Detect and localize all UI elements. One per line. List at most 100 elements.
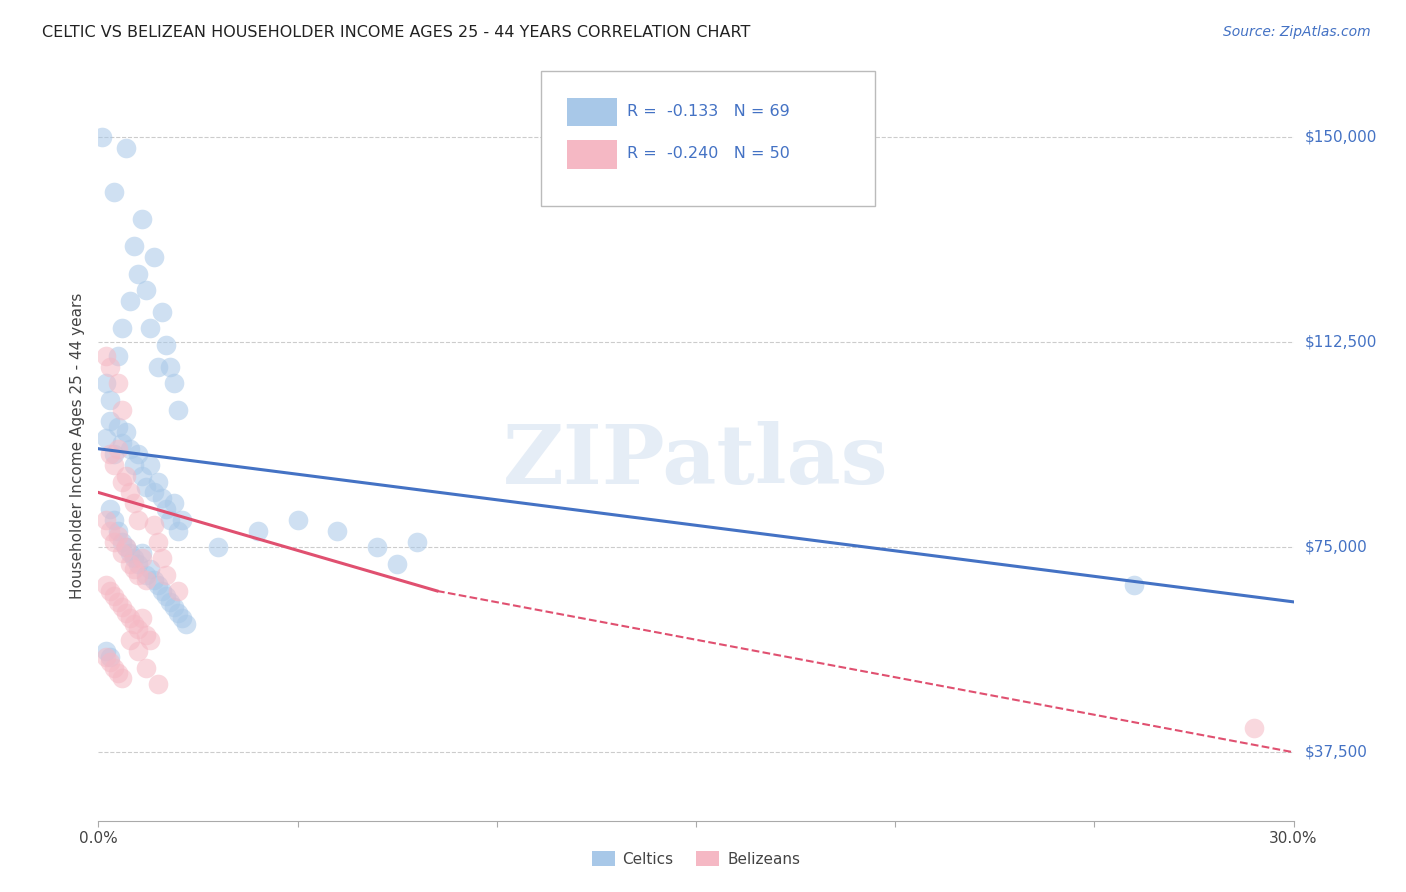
Point [148,677,170,691]
Text: Source: ZipAtlas.com: Source: ZipAtlas.com [1223,25,1371,39]
Point [127,447,149,461]
Text: $75,000: $75,000 [1305,540,1368,555]
Point [103,590,125,604]
Point [127,644,149,658]
Point [120,557,142,571]
Point [103,447,125,461]
Point [111,436,134,450]
Y-axis label: Householder Income Ages 25 - 44 years: Householder Income Ages 25 - 44 years [70,293,86,599]
Point [163,496,186,510]
Point [115,141,138,155]
Point [207,540,229,554]
Point [150,551,173,566]
Point [107,376,129,390]
Point [167,583,190,598]
Point [115,540,138,554]
Point [120,546,142,560]
Point [107,442,129,456]
Point [385,557,409,571]
Point [131,551,153,566]
Point [103,534,125,549]
Point [155,590,177,604]
Point [172,611,194,625]
Point [103,513,125,527]
Point [1243,721,1265,735]
Point [115,425,138,440]
Point [406,534,429,549]
Point [107,524,129,538]
Point [148,475,170,489]
Point [139,562,162,576]
Point [111,546,134,560]
Point [139,633,162,648]
Point [150,583,173,598]
Point [111,672,134,686]
Point [120,611,142,625]
Point [111,600,134,615]
Text: R =  -0.240   N = 50: R = -0.240 N = 50 [627,146,790,161]
Point [120,294,142,309]
Point [148,359,170,374]
Point [127,557,149,571]
Point [127,267,149,281]
Point [139,458,162,472]
Point [98,583,122,598]
Point [143,573,166,587]
Point [163,376,186,390]
Point [127,513,149,527]
Point [124,239,146,253]
Point [115,469,138,483]
Point [246,524,269,538]
FancyBboxPatch shape [541,71,876,206]
Point [150,491,173,505]
Point [111,534,134,549]
Point [135,628,157,642]
Point [135,573,157,587]
Point [96,513,118,527]
Point [326,524,349,538]
Point [107,595,129,609]
Point [124,562,146,576]
Bar [567,97,617,126]
Point [148,534,170,549]
Point [131,212,153,227]
Text: $37,500: $37,500 [1305,745,1368,760]
Point [127,567,149,582]
Point [107,665,129,680]
Text: $150,000: $150,000 [1305,129,1376,145]
Point [98,359,122,374]
Point [98,649,122,664]
Point [115,540,138,554]
Text: R =  -0.133   N = 69: R = -0.133 N = 69 [627,103,789,119]
Point [167,606,190,620]
Legend: Celtics, Belizeans: Celtics, Belizeans [586,846,806,873]
Point [98,392,122,407]
Point [159,359,181,374]
Bar [567,140,617,169]
Point [98,414,122,428]
Point [107,529,129,543]
Point [159,595,181,609]
Point [167,403,190,417]
Point [135,283,157,297]
Point [124,551,146,566]
Point [111,475,134,489]
Point [103,660,125,674]
Point [98,655,122,669]
Point [111,321,134,335]
Point [155,338,177,352]
Text: CELTIC VS BELIZEAN HOUSEHOLDER INCOME AGES 25 - 44 YEARS CORRELATION CHART: CELTIC VS BELIZEAN HOUSEHOLDER INCOME AG… [42,25,751,40]
Point [96,644,118,658]
Point [1123,578,1146,592]
Text: $112,500: $112,500 [1305,334,1376,350]
Point [103,458,125,472]
Point [366,540,388,554]
Point [167,524,190,538]
Point [143,250,166,264]
Point [96,578,118,592]
Point [98,502,122,516]
Point [120,633,142,648]
Point [91,130,114,145]
Point [143,518,166,533]
Point [124,616,146,631]
